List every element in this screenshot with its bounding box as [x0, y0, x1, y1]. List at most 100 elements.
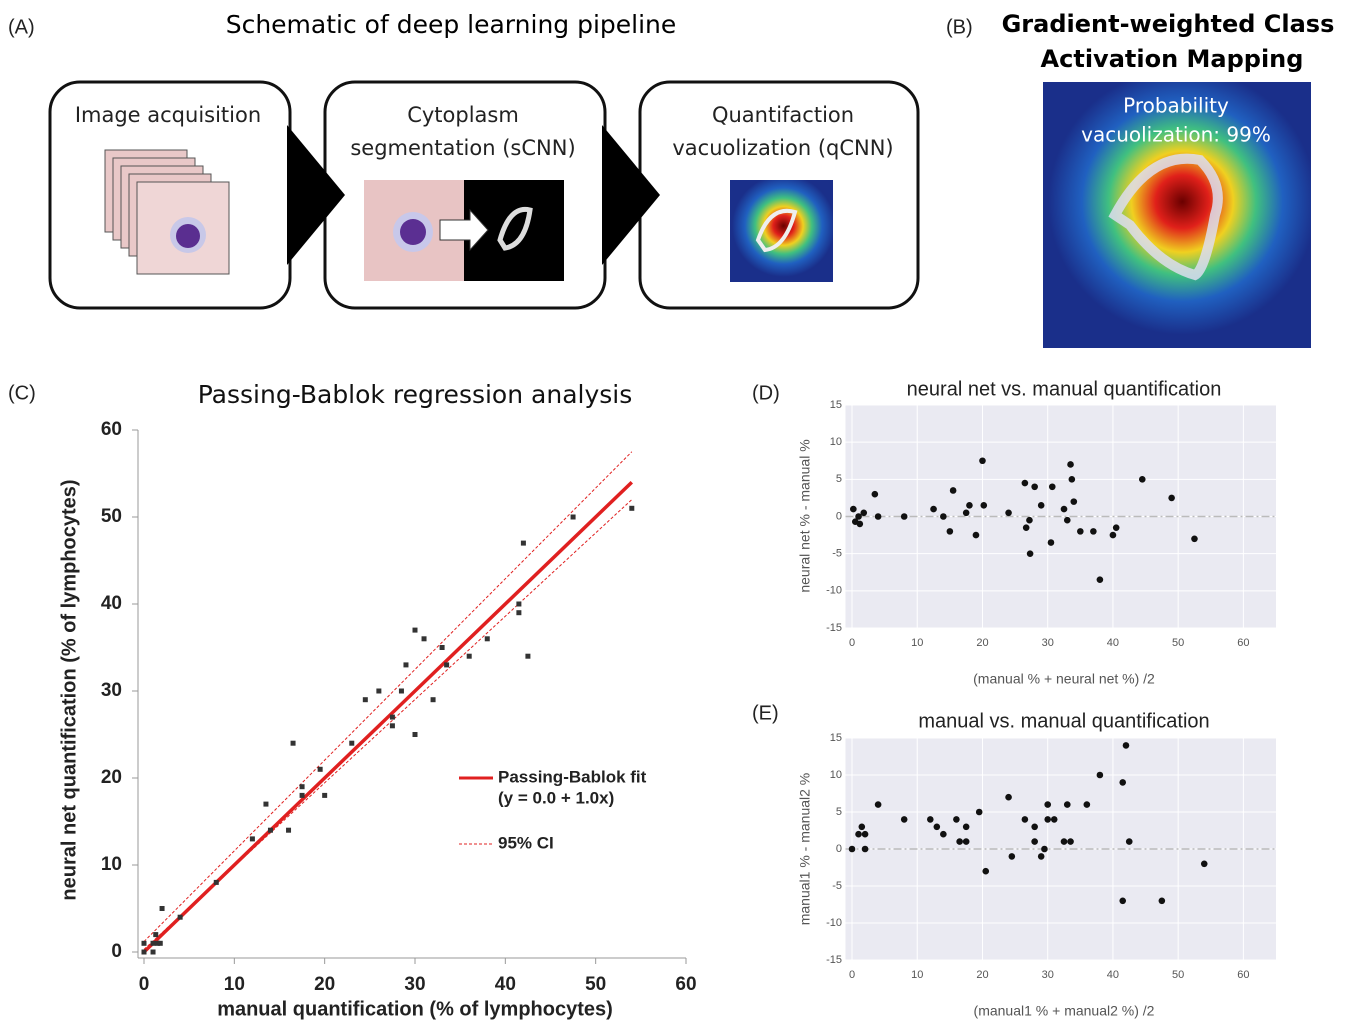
data-point — [940, 513, 947, 520]
data-point — [956, 838, 963, 845]
data-point — [963, 838, 970, 845]
data-point — [286, 828, 291, 833]
y-axis-label: manual1 % - manual2 % — [797, 773, 813, 926]
data-point — [1113, 524, 1120, 531]
data-point — [1031, 483, 1038, 490]
data-point — [158, 941, 163, 946]
data-point — [1048, 539, 1055, 546]
data-point — [1191, 536, 1198, 543]
y-tick-label: 20 — [101, 767, 122, 788]
data-point — [1064, 517, 1071, 524]
x-tick-label: 30 — [1042, 969, 1054, 981]
y-tick-label: 0 — [111, 941, 122, 962]
chart-title: manual vs. manual quantification — [918, 710, 1209, 732]
data-point — [300, 793, 305, 798]
step-label: segmentation (sCNN) — [350, 136, 575, 160]
data-point — [1067, 838, 1074, 845]
x-tick-label: 40 — [1107, 969, 1119, 981]
chart-title: Passing-Bablok regression analysis — [198, 380, 633, 409]
data-point — [629, 506, 634, 511]
data-point — [1097, 576, 1104, 583]
y-tick-label: 60 — [101, 419, 122, 440]
data-point — [1061, 838, 1068, 845]
data-point — [1110, 532, 1117, 539]
legend-equation: (y = 0.0 + 1.0x) — [498, 788, 614, 807]
data-point — [1044, 816, 1051, 823]
x-tick-label: 20 — [976, 969, 988, 981]
data-point — [1041, 846, 1048, 853]
x-tick-label: 40 — [495, 974, 516, 995]
data-point — [291, 741, 296, 746]
data-point — [485, 636, 490, 641]
data-point — [1067, 461, 1074, 468]
data-point — [413, 732, 418, 737]
y-tick-label: 40 — [101, 593, 122, 614]
data-point — [571, 515, 576, 520]
data-point — [1009, 853, 1016, 860]
x-tick-label: 30 — [1042, 637, 1054, 649]
data-point — [521, 541, 526, 546]
legend-label: Passing-Bablok fit — [498, 767, 647, 786]
data-point — [422, 636, 427, 641]
data-point — [857, 521, 864, 528]
y-tick-label: 5 — [836, 806, 842, 818]
data-point — [930, 506, 937, 513]
data-point — [318, 767, 323, 772]
data-point — [1168, 495, 1175, 502]
data-point — [151, 941, 156, 946]
data-point — [322, 793, 327, 798]
data-point — [850, 506, 857, 513]
data-point — [862, 831, 869, 838]
data-point — [947, 528, 954, 535]
data-point — [250, 836, 255, 841]
y-tick-label: 0 — [836, 510, 842, 522]
data-point — [1159, 898, 1166, 905]
data-point — [300, 784, 305, 789]
y-tick-label: -5 — [832, 548, 842, 560]
data-point — [1126, 838, 1133, 845]
data-point — [980, 502, 987, 509]
data-point — [979, 457, 986, 464]
data-point — [516, 610, 521, 615]
arrow — [602, 125, 660, 265]
data-point — [927, 816, 934, 823]
gradcam-caption: Probability — [1123, 94, 1229, 118]
data-point — [349, 741, 354, 746]
x-tick-label: 10 — [911, 969, 923, 981]
data-point — [1038, 853, 1045, 860]
y-tick-label: 10 — [101, 854, 122, 875]
data-point — [963, 509, 970, 516]
segmentation — [364, 180, 833, 282]
x-tick-label: 30 — [404, 974, 425, 995]
data-point — [1022, 480, 1029, 487]
data-point — [859, 824, 866, 831]
y-tick-label: 10 — [830, 769, 842, 781]
data-point — [399, 689, 404, 694]
y-axis-label: neural net quantification (% of lymphocy… — [58, 479, 80, 900]
x-tick-label: 50 — [1172, 637, 1184, 649]
data-point — [1064, 801, 1071, 808]
data-point — [1005, 794, 1012, 801]
y-tick-label: -10 — [826, 917, 842, 929]
data-point — [467, 654, 472, 659]
y-tick-label: 30 — [101, 680, 122, 701]
data-point — [966, 502, 973, 509]
x-tick-label: 60 — [1237, 969, 1249, 981]
data-point — [1070, 498, 1077, 505]
data-point — [901, 816, 908, 823]
y-tick-label: 10 — [830, 436, 842, 448]
x-tick-label: 60 — [675, 974, 696, 995]
data-point — [390, 723, 395, 728]
step-label: vacuolization (qCNN) — [672, 136, 893, 160]
data-point — [973, 532, 980, 539]
data-point — [1044, 801, 1051, 808]
data-point — [1038, 502, 1045, 509]
data-point — [860, 509, 867, 516]
data-point — [390, 715, 395, 720]
gradcam-title: Activation Mapping — [1041, 45, 1304, 73]
data-point — [1090, 528, 1097, 535]
step-label: Cytoplasm — [407, 103, 519, 127]
y-tick-label: 15 — [830, 399, 842, 411]
x-tick-label: 0 — [139, 974, 150, 995]
data-point — [963, 824, 970, 831]
